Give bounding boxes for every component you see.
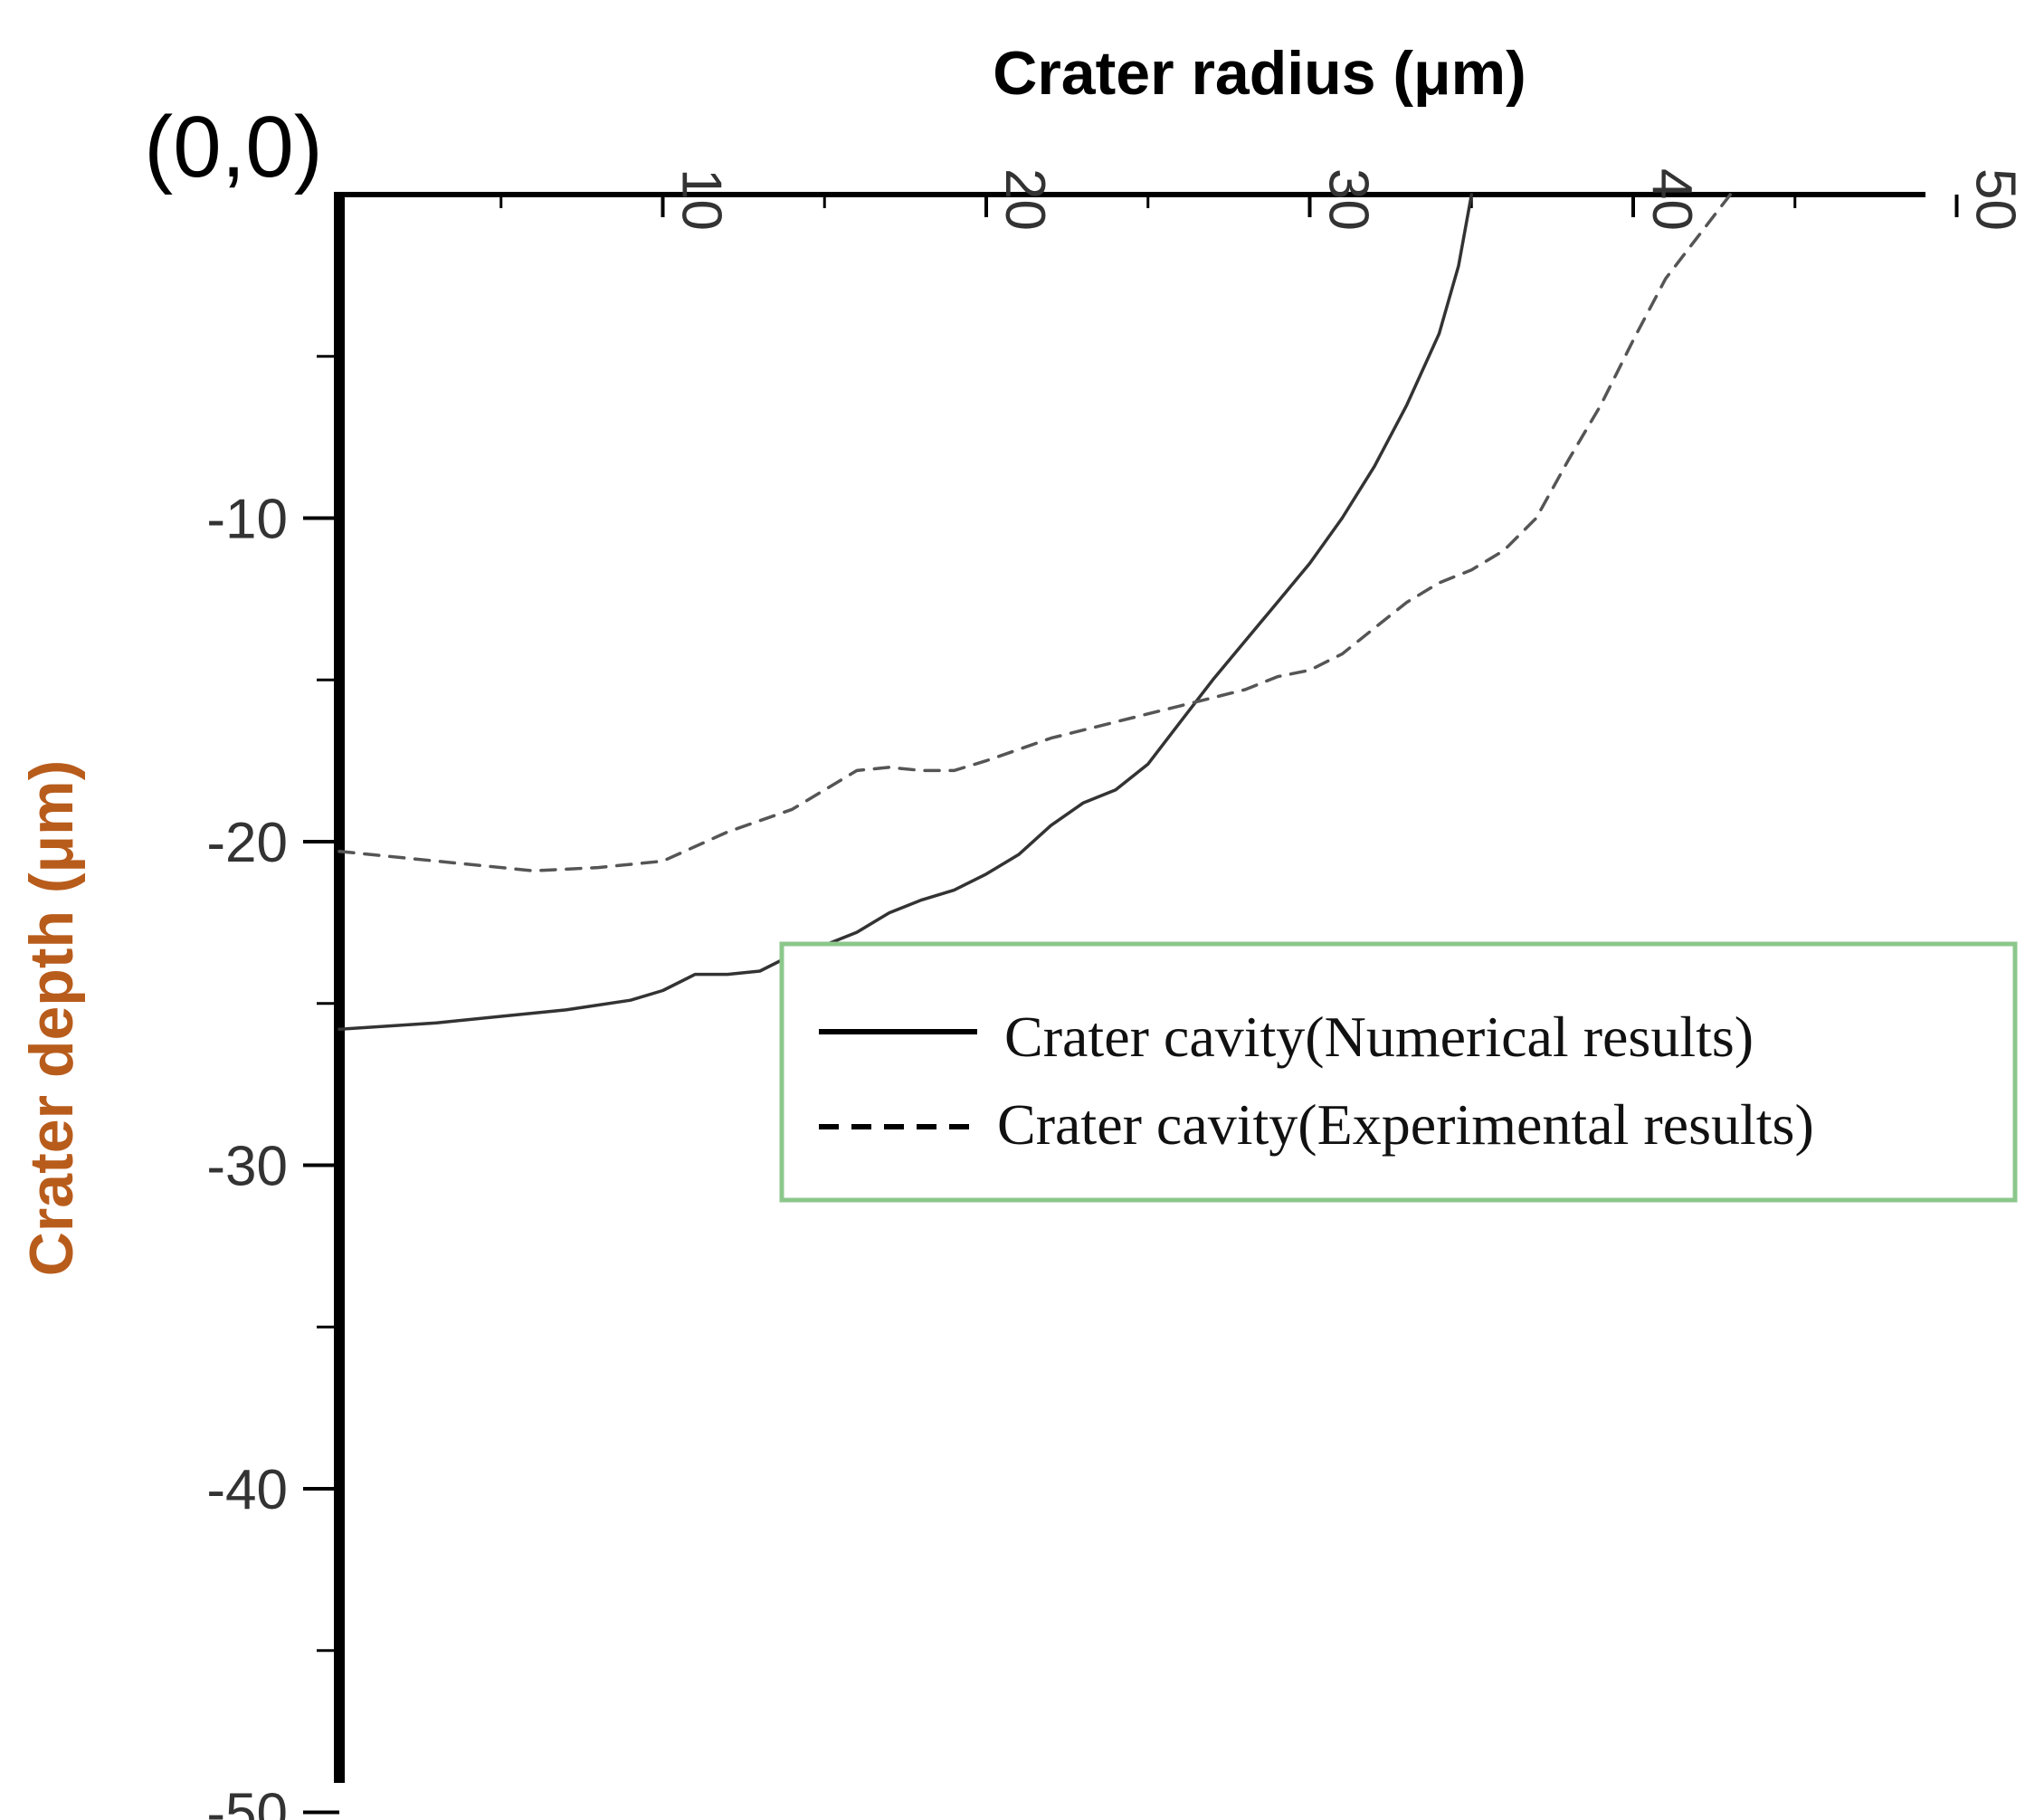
- x-tick-label-50: 50: [1964, 168, 2027, 231]
- x-tick-label-10: 10: [670, 168, 733, 231]
- series-layer: [337, 193, 1733, 1032]
- y-axis-title: Crater depth (μm): [17, 760, 86, 1277]
- series-line-experimental: [337, 193, 1733, 872]
- x-axis-title: Crater radius (μm): [993, 39, 1526, 108]
- origin-label: (0,0): [144, 99, 322, 195]
- y-ticks: -10 -20 -30 -40 -50: [206, 355, 339, 1820]
- x-tick-label-40: 40: [1640, 168, 1703, 231]
- y-tick-label--50: -50: [206, 1783, 288, 1820]
- x-ticks: 10 20 30 40 50: [499, 168, 2027, 231]
- legend: Crater cavity(Numerical results) Crater …: [779, 941, 2018, 1203]
- x-tick-label-20: 20: [993, 168, 1056, 231]
- legend-box: [779, 941, 2018, 1203]
- y-tick-label--40: -40: [206, 1459, 288, 1521]
- y-tick-label--10: -10: [206, 489, 288, 551]
- x-tick-label-30: 30: [1317, 168, 1380, 231]
- y-tick-label--30: -30: [206, 1136, 288, 1198]
- series-line-numerical: [337, 193, 1474, 1032]
- legend-label-numerical: Crater cavity(Numerical results): [1004, 1005, 1754, 1069]
- y-tick-label--20: -20: [206, 812, 288, 874]
- legend-label-experimental: Crater cavity(Experimental results): [997, 1092, 1814, 1157]
